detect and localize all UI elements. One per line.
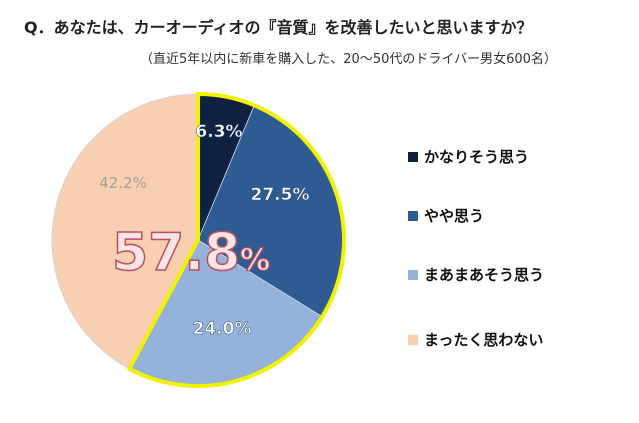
highlight-outline [126, 91, 346, 388]
legend-label: やや思う [424, 207, 485, 225]
highlight-unit: % [240, 243, 270, 278]
legend-swatch [408, 210, 418, 221]
slice-label-1: 6.3% [195, 122, 242, 142]
legend-item-4: まったく思わない [408, 329, 543, 350]
slice-label-3: 24.0% [193, 319, 252, 339]
legend-label: まったく思わない [424, 331, 544, 349]
legend-item-1: かなりそう思う [408, 146, 529, 167]
legend-swatch [408, 269, 418, 280]
slice-label-4: 42.2% [99, 174, 147, 192]
chart-subtitle: （直近5年以内に新車を購入した、20～50代のドライバー男女600名） [140, 52, 557, 67]
slice-label-2: 27.5% [251, 185, 310, 205]
legend-label: まあまあそう思う [424, 266, 545, 284]
legend-swatch [408, 334, 418, 345]
legend-item-2: やや思う [408, 205, 484, 226]
legend-swatch [408, 151, 418, 162]
pie-slice-4 [51, 93, 199, 370]
highlight-total: 57.8 [112, 223, 240, 283]
legend-item-3: まあまあそう思う [408, 264, 544, 285]
legend-label: かなりそう思う [424, 148, 530, 166]
chart-title: Q．あなたは、カーオーディオの『音質』を改善したいと思いますか？ [24, 18, 533, 37]
